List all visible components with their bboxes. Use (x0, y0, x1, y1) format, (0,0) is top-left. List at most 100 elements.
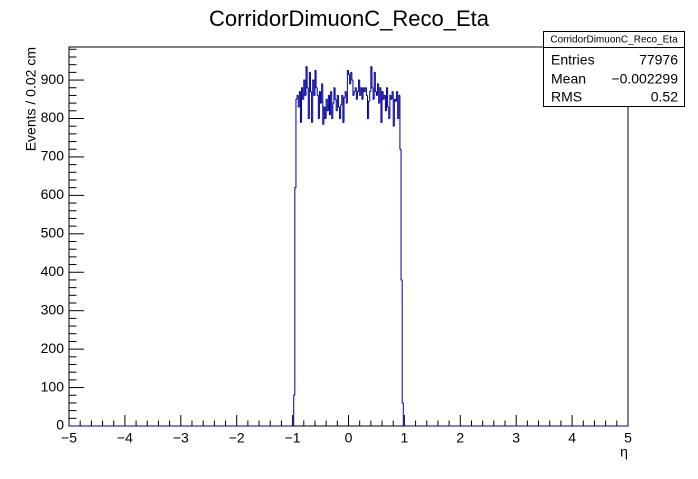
histogram-bin (377, 83, 379, 96)
histogram-bin (333, 87, 336, 104)
histogram-bin (294, 187, 296, 396)
x-tick-label: 0 (345, 430, 353, 446)
histogram-bin (394, 99, 397, 102)
histogram-bin (332, 102, 334, 119)
x-tick-label: −5 (61, 430, 77, 446)
x-tick-label: 1 (401, 430, 409, 446)
histogram-bin (382, 91, 385, 100)
histogram-bin (298, 91, 301, 107)
histogram-bin (336, 94, 339, 111)
histogram-bin (345, 91, 348, 104)
stats-label: RMS (551, 89, 582, 105)
histogram-bin (354, 87, 357, 92)
histogram-bin (317, 95, 320, 119)
histogram-bin (371, 66, 374, 89)
histogram-bin (398, 94, 400, 119)
histogram-bin (367, 95, 369, 119)
histogram-bin (295, 98, 298, 188)
y-tick-label: 700 (41, 148, 65, 164)
histogram-bin (306, 66, 309, 89)
stats-value: −0.002299 (611, 71, 678, 87)
histogram-bin (396, 91, 398, 102)
histogram-bin (401, 279, 404, 404)
y-tick-label: 300 (41, 301, 65, 317)
histogram-bin (380, 87, 383, 123)
histogram-bin (381, 91, 384, 123)
histogram-bin (344, 91, 347, 98)
stats-box: CorridorDimuonC_Reco_Eta Entries 77976 M… (543, 31, 685, 107)
y-axis-label: Events / 0.02 cm (23, 47, 39, 151)
y-tick-label: 0 (56, 417, 64, 433)
histogram-bin (370, 66, 372, 92)
x-tick-label: 2 (456, 430, 464, 446)
histogram-bin (389, 94, 391, 119)
y-tick-label: 200 (41, 340, 65, 356)
histogram-bin (305, 66, 308, 96)
histogram-bin (362, 87, 365, 100)
x-tick-label: 4 (568, 430, 576, 446)
histogram-bin (322, 83, 324, 125)
histogram-bin (330, 91, 332, 115)
x-tick-label: 5 (624, 430, 632, 446)
x-tick-label: 3 (512, 430, 520, 446)
histogram-bin (390, 95, 393, 100)
histogram-bin (324, 106, 327, 119)
y-tick-label: 800 (41, 109, 65, 125)
histogram-bin (383, 94, 386, 100)
histogram-bin (318, 91, 321, 119)
y-tick-label: 400 (41, 263, 65, 279)
histogram-bin (361, 87, 364, 100)
histogram-bin (360, 87, 362, 96)
histogram-bin (397, 91, 399, 119)
histogram-bin (320, 91, 322, 104)
histogram-bin (355, 87, 358, 100)
y-tick-label: 500 (41, 225, 65, 241)
histogram-bin (392, 91, 395, 127)
histogram-bin (301, 87, 303, 123)
histogram-bin (339, 106, 341, 119)
histogram-bin (387, 87, 389, 108)
histogram-bin (372, 87, 375, 100)
histogram-bin (307, 87, 310, 119)
histogram-bin (379, 87, 381, 104)
histogram-bin (368, 100, 370, 119)
histogram-bin (342, 95, 345, 123)
histogram-bin (374, 72, 377, 93)
histogram-bin (402, 402, 405, 427)
x-tick-label: −2 (229, 430, 245, 446)
histogram-bin (340, 104, 342, 119)
histogram-bin (337, 95, 340, 108)
histogram-bin (400, 149, 403, 281)
x-tick-label: −1 (285, 430, 301, 446)
histogram-bin (311, 91, 313, 123)
histogram-bin (386, 87, 388, 111)
x-tick-label: −4 (117, 430, 133, 446)
histogram-bin (327, 94, 330, 111)
histogram-bin (302, 87, 304, 100)
histogram-bin (309, 72, 312, 93)
histogram-bin (378, 83, 380, 104)
stats-value: 77976 (639, 52, 678, 68)
x-tick-label: −3 (173, 430, 189, 446)
histogram-bin (316, 87, 319, 96)
histogram-bin (299, 91, 302, 123)
stats-label: Entries (551, 52, 595, 68)
histogram-bin (391, 91, 394, 100)
histogram-bin (343, 96, 346, 123)
histogram-bin (365, 87, 368, 96)
stats-frame (543, 31, 685, 107)
histogram-bin (331, 91, 333, 119)
histogram-bin (296, 94, 299, 100)
chart-title: CorridorDimuonC_Reco_Eta (209, 6, 490, 31)
histogram-bin (399, 95, 402, 150)
stats-value: 0.52 (651, 89, 678, 105)
histogram-bin (321, 83, 323, 104)
y-tick-label: 100 (41, 378, 65, 394)
histogram-bin (323, 106, 326, 125)
histogram-bin (364, 87, 367, 92)
histogram-bin (315, 70, 318, 89)
histogram-bin (388, 106, 390, 119)
y-tick-label: 600 (41, 186, 65, 202)
histogram-bin (341, 94, 343, 106)
